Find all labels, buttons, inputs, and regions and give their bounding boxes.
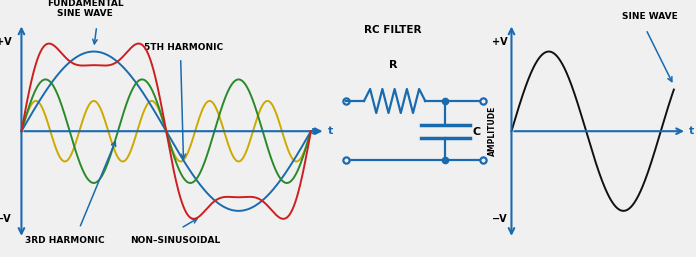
Text: SINE WAVE: SINE WAVE [622, 12, 677, 21]
Text: −V: −V [0, 214, 11, 224]
Text: 5TH HARMONIC: 5TH HARMONIC [144, 42, 223, 51]
Text: t: t [689, 126, 694, 136]
Text: 3RD HARMONIC: 3RD HARMONIC [25, 236, 104, 245]
Text: +V: +V [0, 37, 11, 47]
Text: NON–SINUSOIDAL: NON–SINUSOIDAL [129, 236, 220, 245]
Text: R: R [389, 60, 397, 70]
Text: RC FILTER: RC FILTER [364, 25, 422, 34]
Text: −V: −V [493, 214, 508, 224]
Text: AMPLITUDE: AMPLITUDE [489, 106, 498, 157]
Text: +V: +V [493, 37, 508, 47]
Text: C: C [473, 127, 481, 136]
Text: t: t [329, 126, 333, 136]
Text: FUNDAMENTAL
SINE WAVE: FUNDAMENTAL SINE WAVE [47, 0, 123, 18]
